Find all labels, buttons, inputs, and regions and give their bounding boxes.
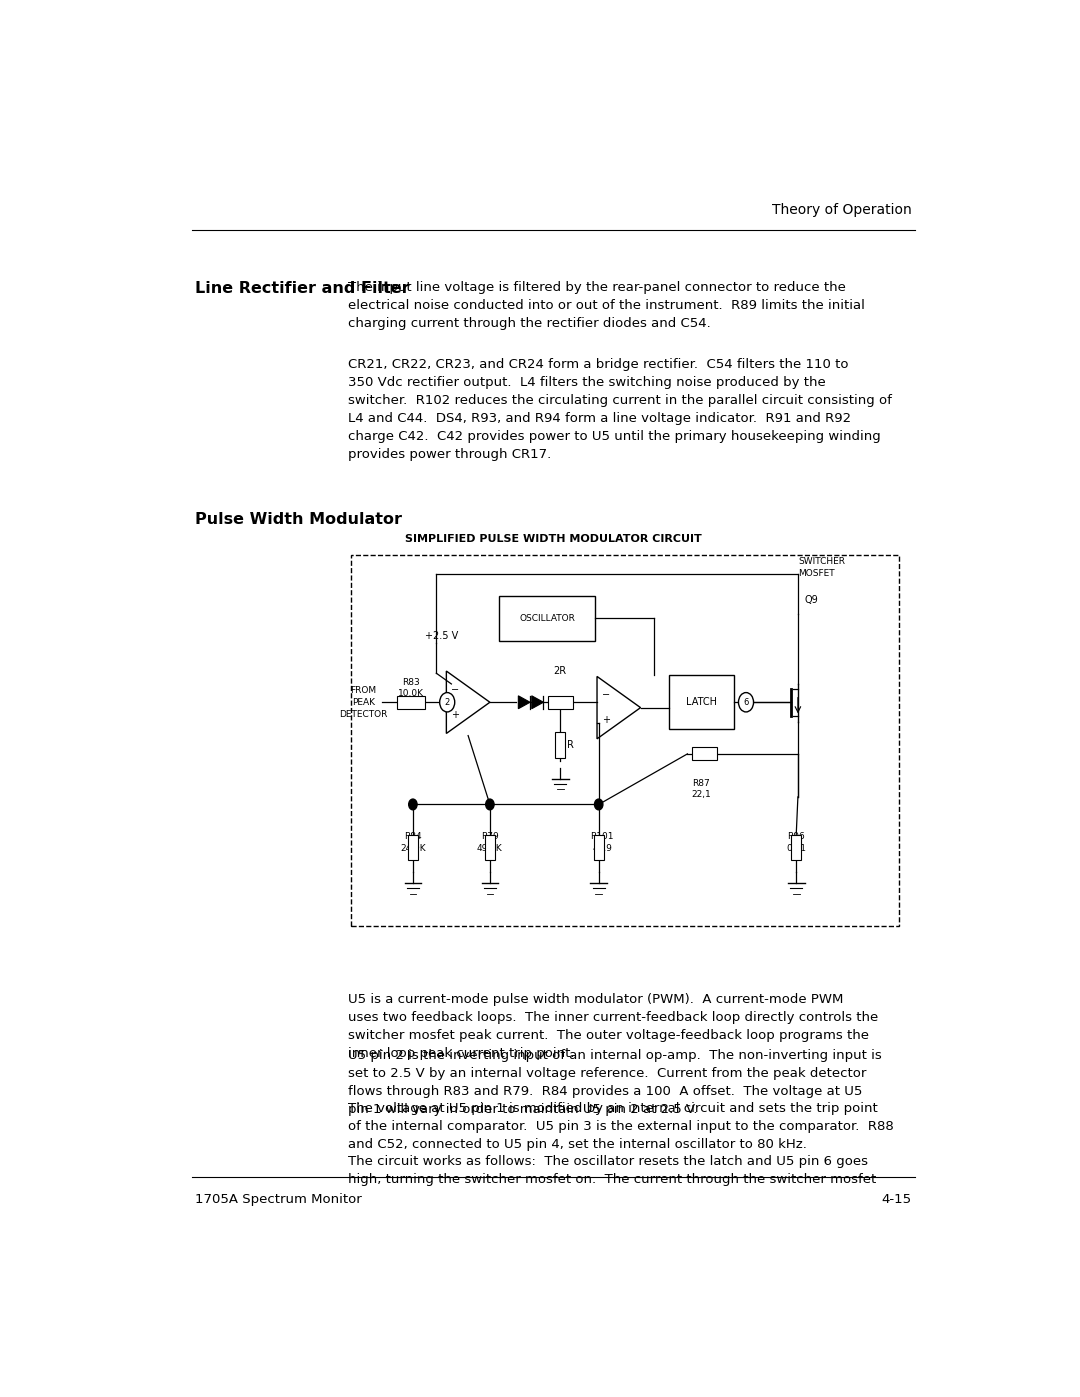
Text: R83
10.0K: R83 10.0K	[399, 678, 424, 698]
Bar	[792, 834, 801, 861]
Text: 2: 2	[445, 697, 450, 707]
Text: R: R	[567, 740, 573, 750]
Text: FROM
PEAK
DETECTOR: FROM PEAK DETECTOR	[339, 686, 388, 718]
Text: −: −	[451, 685, 459, 694]
Text: 6: 6	[743, 697, 748, 707]
Bar	[548, 696, 572, 708]
Text: R87
22,1: R87 22,1	[691, 778, 711, 799]
Circle shape	[739, 693, 754, 712]
Bar	[669, 675, 734, 729]
Circle shape	[486, 799, 494, 810]
Text: Pulse Width Modulator: Pulse Width Modulator	[195, 511, 402, 527]
Text: R79
49,9K: R79 49,9K	[477, 833, 503, 852]
Text: U5 pin 2 is the inverting input of an internal op-amp.  The non-inverting input : U5 pin 2 is the inverting input of an in…	[349, 1049, 882, 1116]
Text: +: +	[451, 710, 459, 719]
Circle shape	[408, 799, 417, 810]
Text: The voltage at U5 pin 1 is modified by an internal circuit and sets the trip poi: The voltage at U5 pin 1 is modified by a…	[349, 1102, 894, 1151]
Circle shape	[594, 799, 603, 810]
Text: +2.5 V: +2.5 V	[424, 631, 458, 641]
Circle shape	[440, 693, 455, 712]
Bar	[485, 834, 495, 861]
Text: 3: 3	[596, 800, 602, 809]
Polygon shape	[518, 696, 530, 708]
Text: SIMPLIFIED PULSE WIDTH MODULATOR CIRCUIT: SIMPLIFIED PULSE WIDTH MODULATOR CIRCUIT	[405, 534, 702, 545]
Text: +: +	[602, 715, 610, 725]
Text: SWITCHER
MOSFET: SWITCHER MOSFET	[798, 557, 845, 578]
Text: 2R: 2R	[554, 666, 567, 676]
Bar	[499, 595, 595, 641]
Bar	[594, 834, 604, 861]
Text: 1705A Spectrum Monitor: 1705A Spectrum Monitor	[195, 1193, 362, 1206]
Text: The circuit works as follows:  The oscillator resets the latch and U5 pin 6 goes: The circuit works as follows: The oscill…	[349, 1155, 877, 1186]
Bar	[555, 732, 565, 759]
Text: The input line voltage is filtered by the rear-panel connector to reduce the
ele: The input line voltage is filtered by th…	[349, 281, 865, 330]
Polygon shape	[531, 696, 543, 708]
Text: −: −	[602, 690, 610, 700]
Bar	[351, 555, 900, 926]
Text: LATCH: LATCH	[686, 697, 717, 707]
Text: R84
24,9K: R84 24,9K	[400, 833, 426, 852]
Polygon shape	[597, 676, 640, 739]
Text: OSCILLATOR: OSCILLATOR	[519, 613, 576, 623]
Bar	[408, 834, 418, 861]
Text: CR21, CR22, CR23, and CR24 form a bridge rectifier.  C54 filters the 110 to
350 : CR21, CR22, CR23, and CR24 form a bridge…	[349, 358, 892, 461]
Text: U5 is a current-mode pulse width modulator (PWM).  A current-mode PWM
uses two f: U5 is a current-mode pulse width modulat…	[349, 993, 879, 1060]
Polygon shape	[446, 671, 490, 733]
Text: Line Rectifier and Filter: Line Rectifier and Filter	[195, 281, 410, 296]
Bar	[691, 747, 717, 760]
Text: Q9: Q9	[805, 595, 819, 605]
Bar	[397, 696, 426, 708]
Text: 1: 1	[487, 800, 492, 809]
Text: 4-15: 4-15	[881, 1193, 912, 1206]
Text: R101
49,9: R101 49,9	[591, 833, 613, 852]
Text: Theory of Operation: Theory of Operation	[772, 203, 912, 217]
Text: R96
0,51: R96 0,51	[786, 833, 807, 852]
